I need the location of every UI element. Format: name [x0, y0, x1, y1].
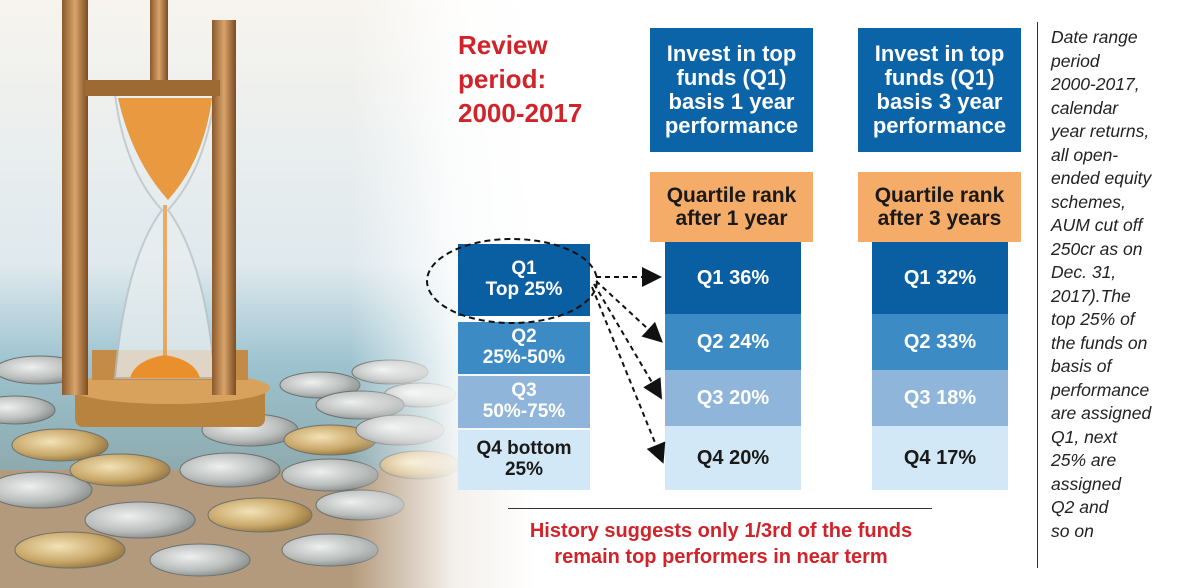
cell-1y-q2: Q2 24%: [665, 314, 801, 370]
left-quartile-q1: Q1 Top 25%: [458, 244, 590, 316]
cell-3y-q1: Q1 32%: [872, 242, 1008, 314]
header-line: Invest in top: [666, 40, 797, 66]
note-line: calendar: [1051, 97, 1119, 118]
note-line: performance: [1051, 379, 1150, 400]
cell-3y-q3: Q3 18%: [872, 370, 1008, 426]
cell-1y-q3: Q3 20%: [665, 370, 801, 426]
left-quartile-line: 25%-50%: [482, 347, 566, 368]
left-quartile-line: Q4 bottom: [476, 438, 572, 460]
review-period-title: Review period: 2000-2017: [458, 28, 582, 130]
rank-label-line: after 3 years: [877, 207, 1002, 230]
note-line: 2017).The: [1051, 285, 1131, 306]
note-line: Dec. 31,: [1051, 262, 1117, 282]
q1-highlight-ellipse: [426, 238, 598, 324]
note-line: schemes,: [1051, 191, 1126, 212]
header-line: basis 3 year: [876, 89, 1003, 114]
header-1-year: Invest in top funds (Q1) basis 1 year pe…: [650, 28, 813, 152]
note-line: year returns,: [1051, 121, 1150, 141]
note-line: are assigned: [1051, 403, 1152, 423]
header-line: funds (Q1): [676, 64, 787, 90]
review-title-line: 2000-2017: [458, 98, 583, 128]
note-line: Q2 and: [1051, 497, 1109, 517]
header-line: basis 1 year: [668, 89, 795, 114]
left-quartile-line: Q1: [511, 258, 537, 280]
cell-3y-q2: Q2 33%: [872, 314, 1008, 370]
review-title-line: Review: [458, 30, 548, 60]
left-quartile-line: 25%: [504, 459, 544, 480]
left-quartile-line: Q2: [511, 326, 537, 348]
note-line: the funds on: [1051, 332, 1148, 353]
note-line: so on: [1051, 520, 1094, 541]
header-line: performance: [664, 113, 799, 139]
rank-label-line: after 1 year: [675, 207, 788, 230]
note-line: AUM cut off: [1051, 215, 1143, 235]
note-divider: [1037, 22, 1038, 568]
conclusion-line: History suggests only 1/3rd of the funds: [529, 520, 913, 542]
cell-1y-q1: Q1 36%: [665, 242, 801, 314]
note-line: top 25% of: [1051, 309, 1135, 329]
methodology-note: Date range period 2000-2017, calendar ye…: [1051, 26, 1191, 543]
conclusion-divider: [508, 508, 932, 509]
conclusion-line: remain top performers in near term: [554, 546, 888, 568]
header-line: funds (Q1): [884, 64, 995, 90]
review-title-line: period:: [458, 64, 547, 94]
note-line: assigned: [1051, 473, 1122, 494]
note-line: all open-: [1051, 144, 1119, 165]
rank-label-line: Quartile rank: [874, 183, 1005, 207]
note-line: Q1, next: [1051, 426, 1118, 447]
header-line: performance: [872, 113, 1007, 139]
note-line: basis of: [1051, 356, 1112, 376]
note-line: 250cr as on: [1051, 238, 1143, 259]
rank-label-3-years: Quartile rank after 3 years: [858, 172, 1021, 242]
left-quartile-q3: Q3 50%-75%: [458, 376, 590, 428]
arrow-to-q4: [591, 286, 666, 464]
left-quartile-line: Top 25%: [485, 279, 563, 300]
note-line: Date range: [1051, 27, 1138, 47]
header-line: Invest in top: [874, 40, 1005, 66]
arrow-to-q2: [595, 280, 663, 343]
left-quartile-q2: Q2 25%-50%: [458, 322, 590, 374]
cell-1y-q4: Q4 20%: [665, 426, 801, 490]
left-quartile-q4: Q4 bottom 25%: [458, 430, 590, 490]
note-line: 2000-2017,: [1051, 74, 1140, 94]
note-line: ended equity: [1051, 168, 1152, 188]
arrow-to-q3: [593, 283, 663, 400]
cell-3y-q4: Q4 17%: [872, 426, 1008, 490]
note-line: period: [1051, 50, 1100, 71]
header-3-year: Invest in top funds (Q1) basis 3 year pe…: [858, 28, 1021, 152]
conclusion-text: History suggests only 1/3rd of the funds…: [460, 518, 982, 570]
left-quartile-line: 50%-75%: [482, 401, 566, 422]
rank-label-1-year: Quartile rank after 1 year: [650, 172, 813, 242]
left-quartile-line: Q3: [511, 380, 537, 402]
rank-label-line: Quartile rank: [666, 183, 797, 207]
note-line: 25% are: [1051, 450, 1117, 470]
